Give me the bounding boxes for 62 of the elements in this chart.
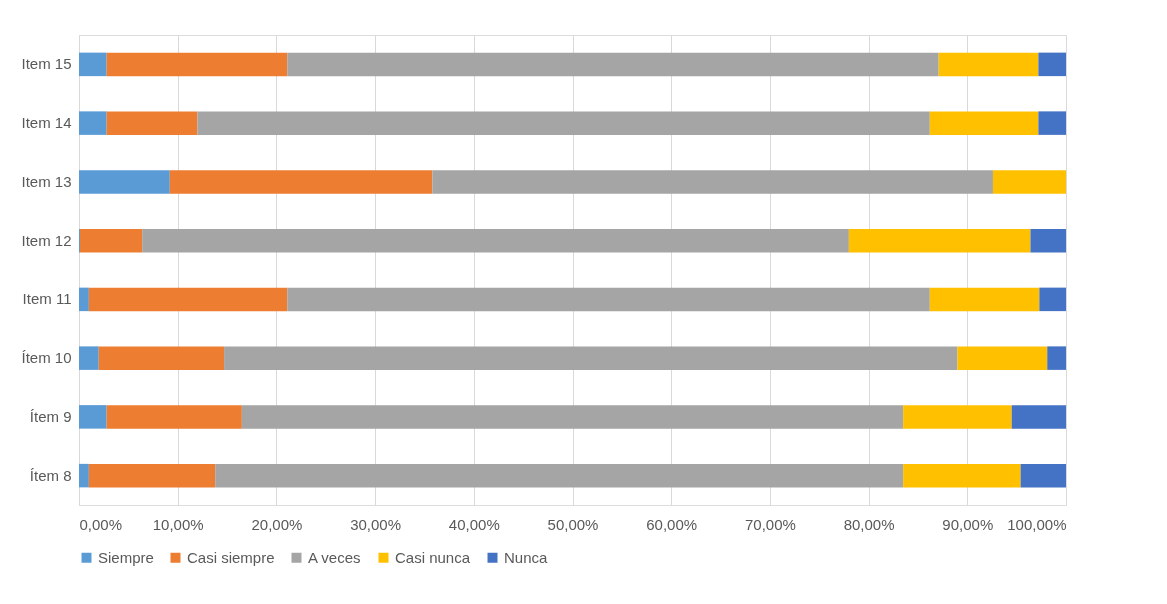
bar <box>98 346 225 370</box>
bar <box>903 405 1012 429</box>
x-tick-label: 70,00% <box>744 515 796 533</box>
bar <box>88 463 216 488</box>
bar <box>1020 463 1066 488</box>
bar <box>79 228 143 253</box>
x-tick-label: 90,00% <box>942 515 994 533</box>
y-tick-label: Item 13 <box>21 172 72 190</box>
legend-label: Siempre <box>98 548 154 566</box>
x-tick-label: 10,00% <box>152 515 204 533</box>
bar <box>992 170 1066 194</box>
bar <box>169 170 433 194</box>
x-tick-label: 80,00% <box>843 515 895 533</box>
y-tick-label: Ítem 8 <box>29 466 72 484</box>
bar <box>1047 346 1066 370</box>
legend-label: A veces <box>308 548 361 566</box>
bar <box>848 228 1031 253</box>
y-tick-label: Item 11 <box>22 290 72 308</box>
x-tick-label: 40,00% <box>448 515 500 533</box>
x-tick-label: 0,00% <box>79 515 123 533</box>
x-tick-label: 50,00% <box>547 515 599 533</box>
x-tick-label: 60,00% <box>646 515 698 533</box>
bar <box>224 346 958 370</box>
legend-label: Casi siempre <box>187 548 275 566</box>
legend-label: Casi nunca <box>395 548 471 566</box>
legend-label: Nunca <box>504 548 549 566</box>
x-tick-label: 20,00% <box>251 515 303 533</box>
bar <box>79 52 107 77</box>
bar <box>1011 405 1066 429</box>
y-tick-label: Item 12 <box>21 231 72 249</box>
bar <box>79 346 99 370</box>
bar <box>929 111 1039 135</box>
bar <box>79 111 107 135</box>
bar <box>106 111 198 135</box>
bar <box>1030 228 1066 253</box>
y-tick-label: Item 14 <box>21 114 72 132</box>
bar <box>1038 52 1066 77</box>
bar <box>106 52 288 77</box>
bar <box>79 287 89 312</box>
y-tick-label: Item 15 <box>21 55 72 73</box>
bar <box>287 52 939 77</box>
bar <box>432 170 993 194</box>
x-tick-label: 30,00% <box>350 515 402 533</box>
y-tick-label: Ítem 9 <box>29 407 72 425</box>
bar <box>79 405 107 429</box>
bar <box>197 111 930 135</box>
bar <box>1039 287 1066 312</box>
bar <box>106 405 242 429</box>
bar <box>903 463 1021 488</box>
bar <box>938 52 1039 77</box>
bar <box>929 287 1040 312</box>
bar <box>957 346 1048 370</box>
bar <box>142 228 849 253</box>
bar <box>287 287 930 312</box>
bar <box>79 463 89 488</box>
bar <box>1038 111 1066 135</box>
bar <box>79 170 170 194</box>
x-tick-label: 100,00% <box>1007 515 1067 533</box>
bar <box>88 287 288 312</box>
bar <box>241 405 904 429</box>
y-tick-label: Ítem 10 <box>21 349 72 367</box>
bar <box>215 463 904 488</box>
